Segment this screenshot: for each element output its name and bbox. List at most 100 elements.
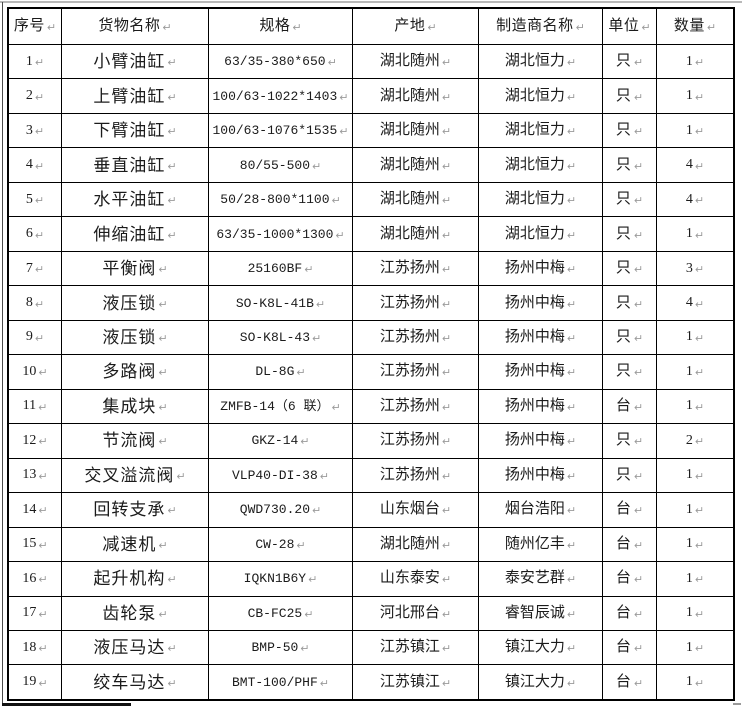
cell-unit: 只 ↵ xyxy=(603,320,657,355)
cell-spec: SO-K8L-43 ↵ xyxy=(209,320,353,355)
paragraph-mark-icon: ↵ xyxy=(694,469,705,483)
cell-no: 1 ↵ xyxy=(9,45,62,79)
cell-goods-name: 回转支承 ↵ xyxy=(62,493,209,527)
cell-goods-name: 液压锁 ↵ xyxy=(62,320,209,355)
cell-spec: CB-FC25 ↵ xyxy=(209,596,353,630)
paragraph-mark-icon: ↵ xyxy=(566,56,577,70)
paragraph-mark-icon: ↵ xyxy=(38,400,48,414)
cell-spec: 25160BF ↵ xyxy=(209,251,353,286)
paragraph-mark-icon: ↵ xyxy=(176,469,186,483)
paragraph-mark-icon: ↵ xyxy=(566,194,577,208)
table-row: 3 ↵ 下臂油缸 ↵ 100/63-1076*1535 ↵ 湖北随州 ↵ 湖北恒力 ↵ 只… xyxy=(9,113,733,149)
column-header: 制造商名称 ↵ xyxy=(479,9,603,44)
paragraph-mark-icon: ↵ xyxy=(694,263,705,277)
cell-quantity: 1 ↵ xyxy=(685,605,705,621)
paragraph-mark-icon: ↵ xyxy=(158,331,168,345)
page-corner-mark xyxy=(733,703,741,705)
table-row: 6 ↵ 伸缩油缸 ↵ 63/35-1000*1300 ↵ 湖北随州 ↵ 湖北恒力 ↵ 只 ↵… xyxy=(9,217,733,252)
cell-goods-name: 液压马达 ↵ xyxy=(62,630,209,665)
cell-goods-name: 多路阀 ↵ xyxy=(62,355,209,389)
paragraph-mark-icon: ↵ xyxy=(38,573,48,587)
paragraph-mark-icon: ↵ xyxy=(296,366,306,380)
paragraph-mark-icon: ↵ xyxy=(304,263,314,277)
cell-no: 2 ↵ xyxy=(9,79,62,113)
paragraph-mark-icon: ↵ xyxy=(566,538,577,552)
paragraph-mark-icon: ↵ xyxy=(566,263,577,277)
paragraph-mark-icon: ↵ xyxy=(694,159,705,173)
cell-manufacturer: 湖北恒力 ↵ xyxy=(479,79,603,113)
paragraph-mark-icon: ↵ xyxy=(34,263,45,277)
cell-manufacturer: 扬州中梅 ↵ xyxy=(479,458,603,493)
table-row: 15 ↵ 减速机 ↵ CW-28 ↵ 湖北随州 ↵ 随州亿丰 ↵ 台 ↵ 1 ↵ xyxy=(9,527,733,563)
cell-origin: 湖北随州 ↵ xyxy=(353,45,479,79)
paragraph-mark-icon: ↵ xyxy=(38,469,48,483)
cell-unit: 台 ↵ xyxy=(603,389,657,424)
paragraph-mark-icon: ↵ xyxy=(706,21,717,34)
paragraph-mark-icon: ↵ xyxy=(633,125,644,139)
cell-origin: 湖北随州 ↵ xyxy=(353,113,479,148)
paragraph-mark-icon: ↵ xyxy=(167,504,177,518)
table-row: 4 ↵ 垂直油缸 ↵ 80/55-500 ↵ 湖北随州 ↵ 湖北恒力 ↵ 只 ↵ 4 ↵ xyxy=(9,148,733,183)
cell-manufacturer: 湖北恒力 ↵ xyxy=(479,182,603,217)
paragraph-mark-icon: ↵ xyxy=(167,90,177,104)
cell-unit: 台 ↵ xyxy=(603,665,657,699)
paragraph-mark-icon: ↵ xyxy=(566,607,577,621)
paragraph-mark-icon: ↵ xyxy=(566,159,577,173)
cell-spec: 100/63-1022*1403 ↵ xyxy=(209,79,353,113)
paragraph-mark-icon: ↵ xyxy=(694,504,705,518)
cell-quantity: 4 ↵ xyxy=(685,157,705,173)
cell-goods-name: 水平油缸 ↵ xyxy=(62,182,209,217)
paragraph-mark-icon: ↵ xyxy=(633,90,644,104)
cell-quantity: 1 ↵ xyxy=(685,501,705,518)
cell-spec: QWD730.20 ↵ xyxy=(209,493,353,527)
paragraph-mark-icon: ↵ xyxy=(38,538,48,552)
paragraph-mark-icon: ↵ xyxy=(694,297,705,311)
cell-quantity: 4 ↵ xyxy=(685,295,705,311)
table-row: 16 ↵ 起升机构 ↵ IQKN1B6Y ↵ 山东泰安 ↵ 泰安艺群 ↵ 台 ↵ 1 ↵ xyxy=(9,562,733,597)
cell-manufacturer: 湖北恒力 ↵ xyxy=(479,45,603,79)
paragraph-mark-icon: ↵ xyxy=(331,400,341,414)
cell-goods-name: 液压锁 ↵ xyxy=(62,286,209,320)
paragraph-mark-icon: ↵ xyxy=(633,331,644,345)
paragraph-mark-icon: ↵ xyxy=(633,607,644,621)
paragraph-mark-icon: ↵ xyxy=(38,435,48,449)
paragraph-mark-icon: ↵ xyxy=(158,297,168,311)
paragraph-mark-icon: ↵ xyxy=(633,366,644,380)
page-top-rule xyxy=(0,1,742,3)
paragraph-mark-icon: ↵ xyxy=(300,435,310,449)
cell-unit: 台 ↵ xyxy=(603,630,657,665)
paragraph-mark-icon: ↵ xyxy=(694,435,705,449)
cell-no: 19 ↵ xyxy=(9,665,62,699)
paragraph-mark-icon: ↵ xyxy=(441,573,452,587)
paragraph-mark-icon: ↵ xyxy=(319,469,330,483)
cell-quantity: 3 ↵ xyxy=(685,260,705,277)
paragraph-mark-icon: ↵ xyxy=(694,331,705,345)
table-row: 19 ↵ 绞车马达 ↵ BMT-100/PHF ↵ 江苏镇江 ↵ 镇江大力 ↵ 台 ↵ 1 ↵ xyxy=(9,665,733,699)
paragraph-mark-icon: ↵ xyxy=(633,159,644,173)
paragraph-mark-icon: ↵ xyxy=(694,642,705,656)
cell-origin: 江苏扬州 ↵ xyxy=(353,458,479,493)
paragraph-mark-icon: ↵ xyxy=(633,469,644,483)
paragraph-mark-icon: ↵ xyxy=(158,400,168,414)
table-row: 12 ↵ 节流阀 ↵ GKZ-14 ↵ 江苏扬州 ↵ 扬州中梅 ↵ 只 ↵ 2 ↵ xyxy=(9,424,733,459)
paragraph-mark-icon: ↵ xyxy=(335,228,345,242)
cell-manufacturer: 烟台浩阳 ↵ xyxy=(479,493,603,527)
paragraph-mark-icon: ↵ xyxy=(633,573,644,587)
cell-quantity: 1 ↵ xyxy=(685,122,705,139)
cell-no: 16 ↵ xyxy=(9,562,62,596)
cell-quantity: 1 ↵ xyxy=(685,226,705,242)
paragraph-mark-icon: ↵ xyxy=(441,469,452,483)
cell-spec: 63/35-380*650 ↵ xyxy=(209,45,353,79)
cell-unit: 台 ↵ xyxy=(603,562,657,596)
paragraph-mark-icon: ↵ xyxy=(566,331,577,345)
paragraph-mark-icon: ↵ xyxy=(167,159,177,173)
cell-no: 11 ↵ xyxy=(9,389,62,424)
paragraph-mark-icon: ↵ xyxy=(566,469,577,483)
cell-quantity: 1 ↵ xyxy=(685,398,705,414)
cell-manufacturer: 湖北恒力 ↵ xyxy=(479,113,603,148)
paragraph-mark-icon: ↵ xyxy=(441,366,452,380)
cell-goods-name: 节流阀 ↵ xyxy=(62,424,209,458)
paragraph-mark-icon: ↵ xyxy=(296,538,306,552)
paragraph-mark-icon: ↵ xyxy=(312,504,322,518)
column-header-label: 序号 xyxy=(13,18,45,34)
